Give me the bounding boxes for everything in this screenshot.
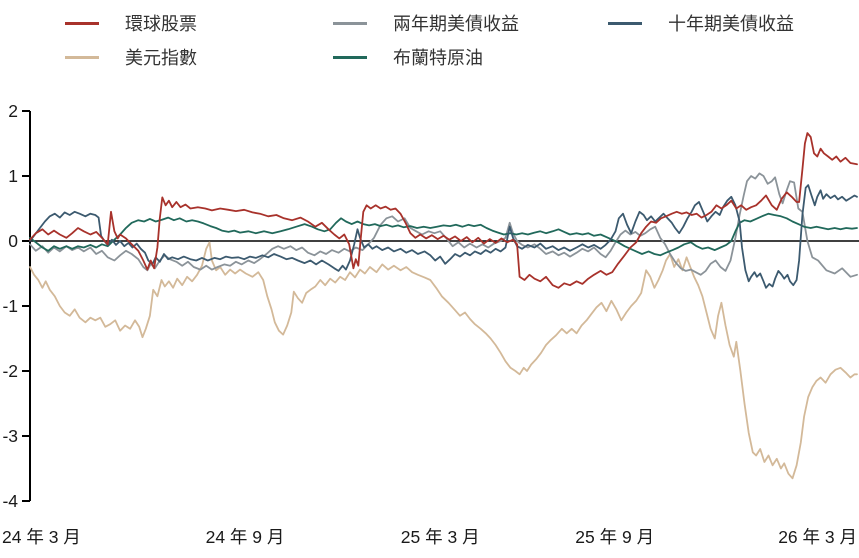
series-line-4 xyxy=(29,212,858,257)
x-tick-label: 26 年 3 月 xyxy=(778,527,857,547)
y-tick-label: -2 xyxy=(2,361,18,381)
legend-swatch-brent-crude xyxy=(333,55,367,59)
legend-swatch-2yr-treasury-yield xyxy=(333,21,367,25)
legend-label-brent-crude: 布蘭特原油 xyxy=(393,48,483,68)
y-tick-label: 1 xyxy=(8,166,18,186)
series-line-3 xyxy=(29,241,858,480)
x-tick-label: 25 年 3 月 xyxy=(401,527,480,547)
legend-swatch-10yr-treasury-yield xyxy=(608,21,642,25)
series-line-0 xyxy=(29,132,858,289)
series-line-2 xyxy=(29,184,858,289)
legend-item-10yr-treasury-yield: 十年期美債收益 xyxy=(608,10,794,36)
legend-swatch-global-equities xyxy=(65,21,99,25)
x-tick-label: 25 年 9 月 xyxy=(575,527,654,547)
y-tick-label: -3 xyxy=(2,426,18,446)
legend-item-global-equities: 環球股票 xyxy=(65,10,333,36)
legend-label-2yr-treasury-yield: 兩年期美債收益 xyxy=(393,14,519,34)
legend-label-10yr-treasury-yield: 十年期美債收益 xyxy=(668,14,794,34)
legend-swatch-dollar-index xyxy=(65,55,99,59)
legend-item-2yr-treasury-yield: 兩年期美債收益 xyxy=(333,10,608,36)
legend-label-global-equities: 環球股票 xyxy=(125,14,197,34)
x-tick-label: 24 年 9 月 xyxy=(206,527,285,547)
y-tick-label: -4 xyxy=(2,491,18,511)
legend: 環球股票 兩年期美債收益 十年期美債收益 美元指數 布蘭特原油 xyxy=(65,10,794,70)
y-tick-label: 2 xyxy=(8,101,18,121)
legend-item-brent-crude: 布蘭特原油 xyxy=(333,44,608,70)
legend-label-dollar-index: 美元指數 xyxy=(125,48,197,68)
y-tick-label: 0 xyxy=(8,231,18,251)
legend-item-dollar-index: 美元指數 xyxy=(65,44,333,70)
y-tick-label: -1 xyxy=(2,296,18,316)
x-tick-label: 24 年 3 月 xyxy=(2,527,81,547)
